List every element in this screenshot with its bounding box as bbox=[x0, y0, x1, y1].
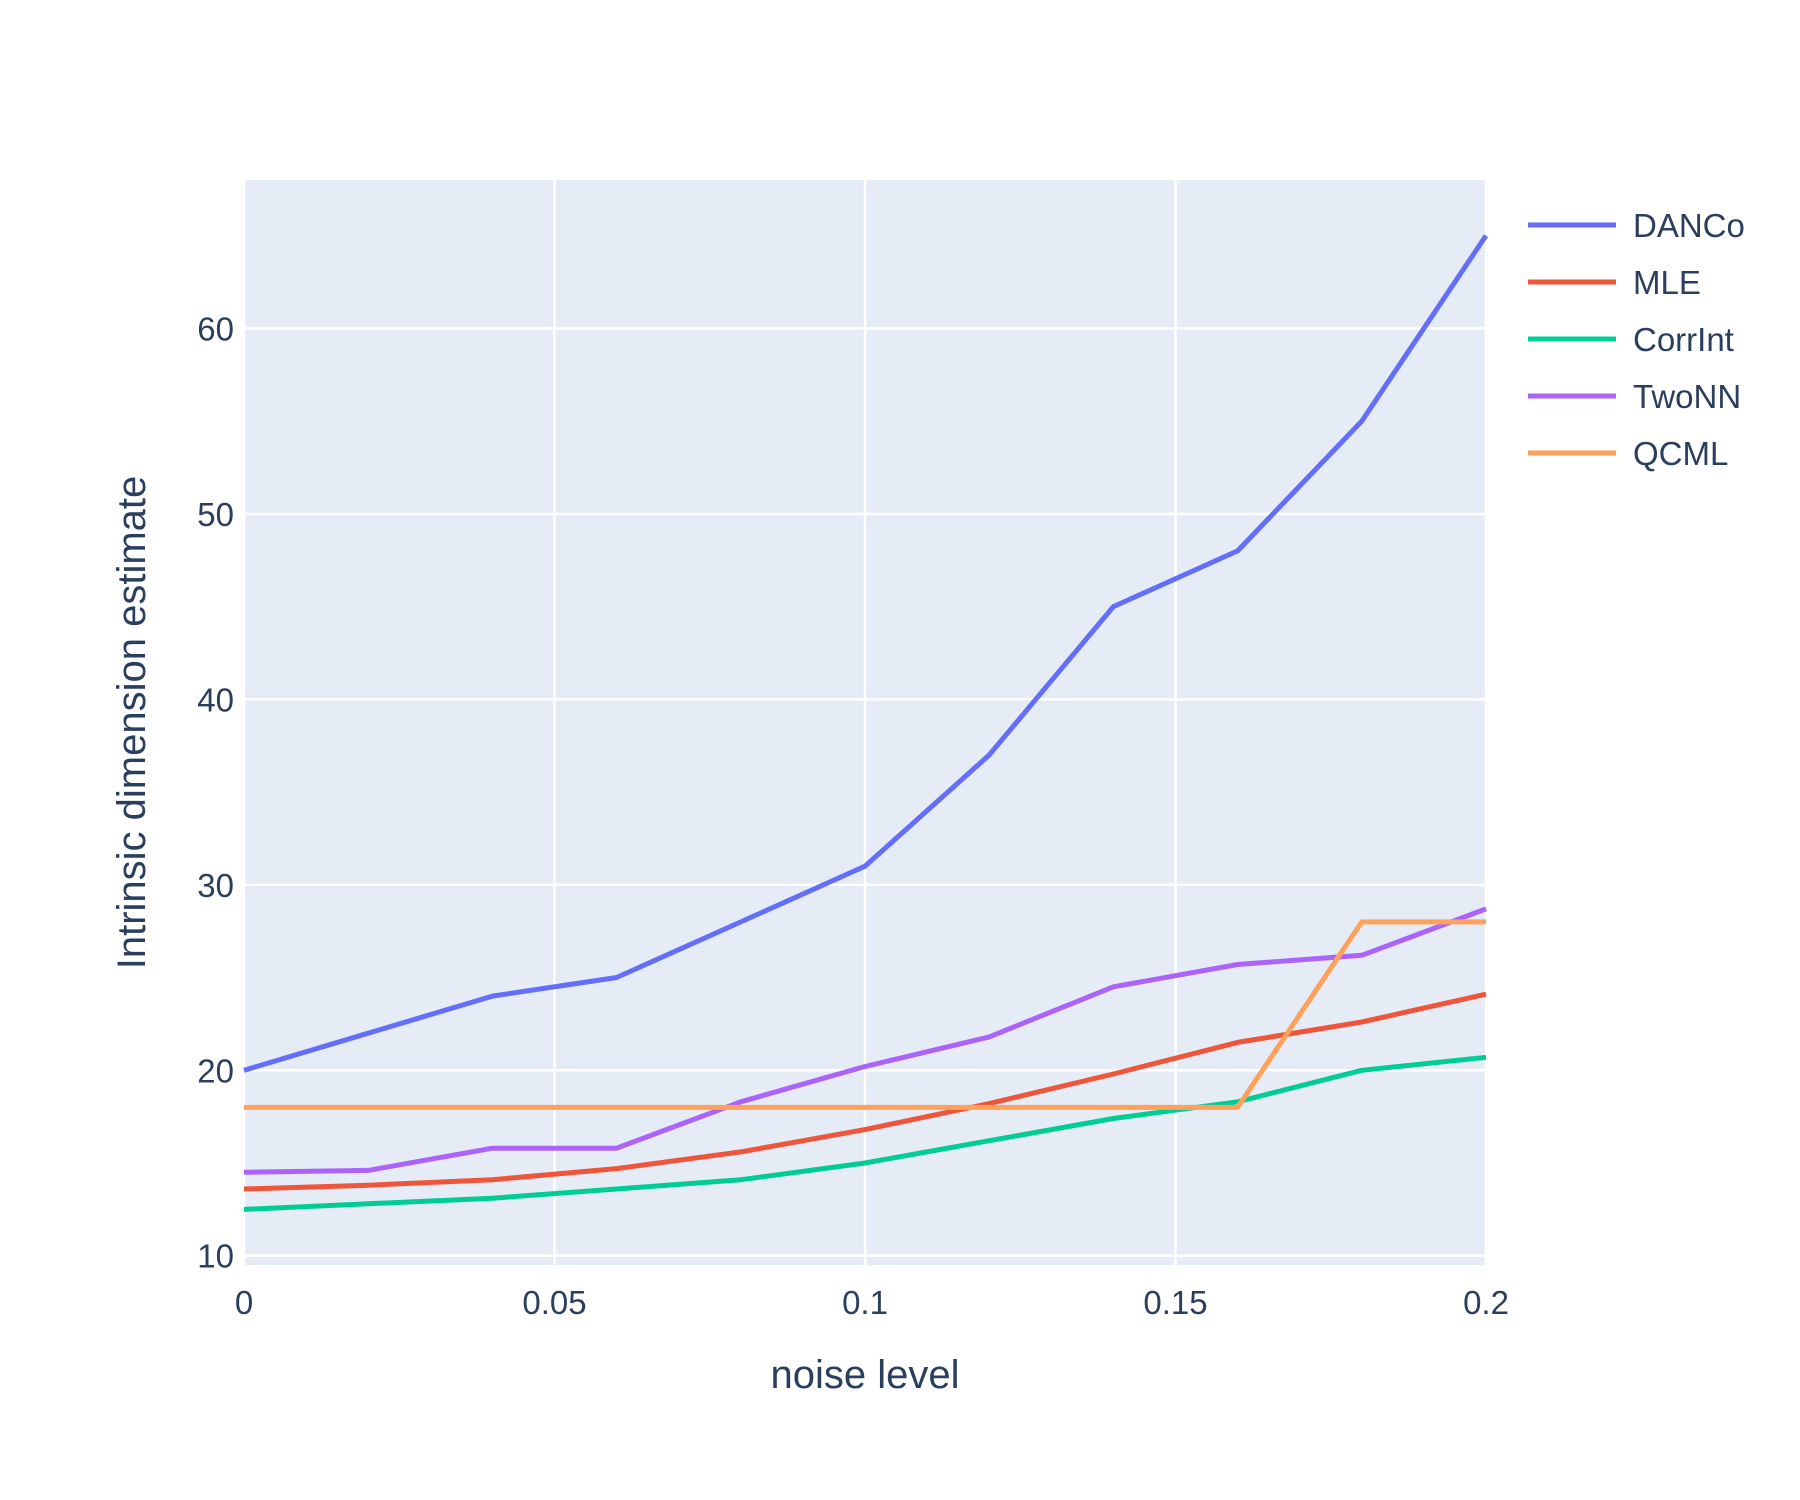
legend-label: CorrInt bbox=[1633, 321, 1734, 358]
x-gridlines bbox=[242, 180, 1488, 1265]
y-tick-label: 20 bbox=[197, 1052, 234, 1089]
legend-item-qcml[interactable]: QCML bbox=[1528, 435, 1728, 472]
y-tick-label: 50 bbox=[197, 496, 234, 533]
y-gridlines bbox=[244, 327, 1486, 1257]
legend-label: MLE bbox=[1633, 264, 1701, 301]
x-axis-ticks: 0 0.05 0.1 0.15 0.2 bbox=[235, 1284, 1509, 1321]
legend-item-twonn[interactable]: TwoNN bbox=[1528, 378, 1741, 415]
series-line-qcml bbox=[244, 919, 1486, 1110]
series-lines bbox=[243, 234, 1489, 1212]
series-line-twonn bbox=[243, 906, 1487, 1175]
x-tick-label: 0.2 bbox=[1463, 1284, 1509, 1321]
x-tick-label: 0.05 bbox=[522, 1284, 586, 1321]
x-tick-label: 0.15 bbox=[1143, 1284, 1207, 1321]
y-axis-title: Intrinsic dimension estimate bbox=[110, 476, 154, 970]
x-tick-label: 0 bbox=[235, 1284, 253, 1321]
y-tick-label: 60 bbox=[197, 310, 234, 347]
legend-label: TwoNN bbox=[1633, 378, 1741, 415]
legend: DANCo MLE CorrInt TwoNN QCML bbox=[1528, 207, 1745, 472]
y-axis-ticks: 10 20 30 40 50 60 bbox=[197, 310, 234, 1274]
series-line-mle bbox=[243, 991, 1487, 1192]
series-line-danco bbox=[243, 234, 1489, 1073]
y-tick-label: 30 bbox=[197, 867, 234, 904]
x-tick-label: 0.1 bbox=[842, 1284, 888, 1321]
legend-label: QCML bbox=[1633, 435, 1728, 472]
legend-label: DANCo bbox=[1633, 207, 1745, 244]
legend-item-mle[interactable]: MLE bbox=[1528, 264, 1701, 301]
series-line-corrint bbox=[243, 1054, 1487, 1212]
x-axis-title: noise level bbox=[770, 1353, 959, 1397]
legend-item-danco[interactable]: DANCo bbox=[1528, 207, 1745, 244]
y-tick-label: 10 bbox=[197, 1238, 234, 1275]
y-tick-label: 40 bbox=[197, 681, 234, 718]
legend-item-corrint[interactable]: CorrInt bbox=[1528, 321, 1734, 358]
